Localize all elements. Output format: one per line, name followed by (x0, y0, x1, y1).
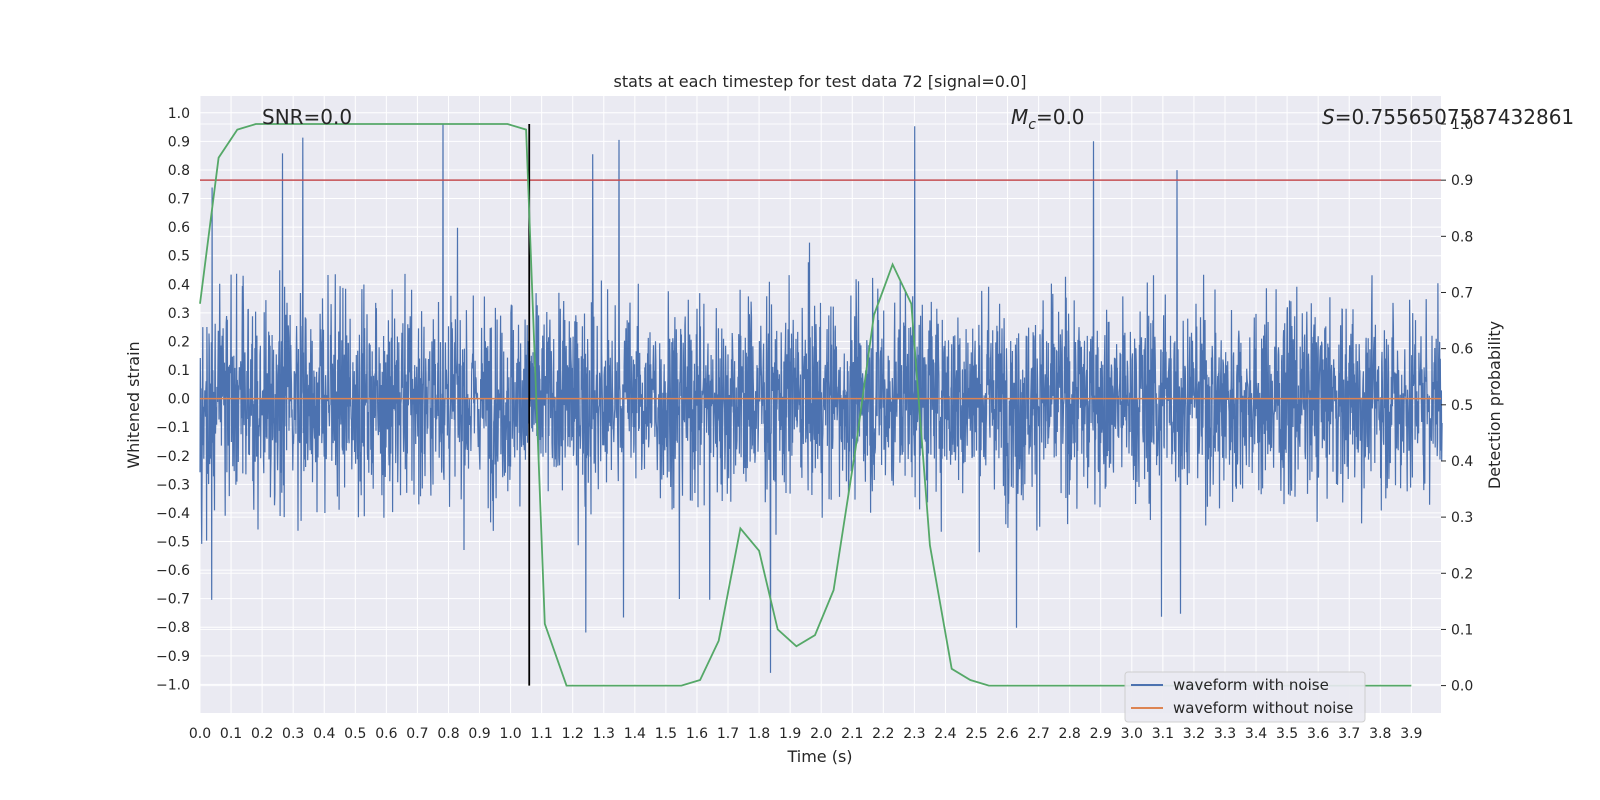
legend-label-clean: waveform without noise (1173, 699, 1353, 717)
x-tick-label: 3.3 (1214, 726, 1236, 742)
x-tick-label: 1.8 (748, 726, 770, 742)
x-tick-label: 3.9 (1400, 726, 1422, 742)
y2-tick-label: 0.4 (1451, 454, 1473, 470)
waveform-with-noise-series (199, 124, 1443, 673)
y2-tick-label: 1.0 (1451, 117, 1473, 133)
x-tick-label: 2.6 (996, 726, 1018, 742)
x-tick-label: 2.5 (965, 726, 987, 742)
waveform-with-noise-line (199, 124, 1443, 673)
legend-label-noise: waveform with noise (1173, 676, 1329, 694)
y-tick-label: −0.4 (156, 506, 190, 522)
x-tick-label: 3.1 (1152, 726, 1174, 742)
y-tick-label: −0.9 (156, 649, 190, 665)
x-tick-label: 3.6 (1307, 726, 1329, 742)
y-tick-label: −1.0 (156, 677, 190, 693)
x-tick-label: 2.9 (1090, 726, 1112, 742)
y-tick-label: 0.0 (168, 392, 190, 408)
x-tick-label: 0.5 (344, 726, 366, 742)
x-tick-label: 1.1 (531, 726, 553, 742)
mc-subscript: c (1028, 117, 1036, 133)
x-tick-label: 3.4 (1245, 726, 1267, 742)
y-tick-label: 1.0 (168, 106, 190, 122)
x-tick-label: 0.9 (468, 726, 490, 742)
x-tick-label: 2.4 (934, 726, 956, 742)
s-annotation: S=0.7556507587432861 (1322, 105, 1574, 129)
mc-symbol: M (1011, 105, 1028, 129)
x-tick-label: 3.2 (1183, 726, 1205, 742)
y2-tick-label: 0.2 (1451, 566, 1473, 582)
x-tick-label: 2.1 (841, 726, 863, 742)
x-tick-label: 2.8 (1059, 726, 1081, 742)
x-tick-label: 1.9 (779, 726, 801, 742)
mc-value: =0.0 (1036, 105, 1085, 129)
x-tick-label: 1.2 (562, 726, 584, 742)
y-axis-label: Whitened strain (124, 341, 143, 468)
y-tick-label: 0.6 (168, 220, 190, 236)
y-tick-label: 0.7 (168, 192, 190, 208)
y-tick-label: 0.3 (168, 306, 190, 322)
y-tick-label: 0.4 (168, 277, 190, 293)
x-tick-label: 0.2 (251, 726, 273, 742)
x-tick-label: 0.6 (375, 726, 397, 742)
x-tick-label: 0.8 (437, 726, 459, 742)
y-tick-label: −0.3 (156, 477, 190, 493)
x-tick-label: 3.5 (1276, 726, 1298, 742)
y2-axis-label: Detection probability (1485, 321, 1504, 489)
x-tick-label: 2.0 (810, 726, 832, 742)
x-tick-label: 3.8 (1369, 726, 1391, 742)
y2-tick-label: 0.7 (1451, 285, 1473, 301)
x-tick-label: 0.4 (313, 726, 335, 742)
y2-tick-label: 0.0 (1451, 679, 1473, 695)
snr-annotation: SNR=0.0 (262, 105, 352, 129)
mc-annotation: Mc=0.0 (1011, 105, 1085, 133)
y-tick-label: −0.5 (156, 535, 190, 551)
y2-tick-label: 0.6 (1451, 342, 1473, 358)
y-tick-label: −0.1 (156, 420, 190, 436)
legend: waveform with noise waveform without noi… (1124, 671, 1366, 723)
x-axis-label: Time (s) (786, 747, 852, 766)
x-tick-label: 1.3 (593, 726, 615, 742)
x-tick-label: 1.7 (717, 726, 739, 742)
x-tick-label: 2.2 (872, 726, 894, 742)
y2-tick-label: 0.9 (1451, 173, 1473, 189)
x-tick-label: 2.7 (1027, 726, 1049, 742)
x-tick-label: 3.7 (1338, 726, 1360, 742)
ticks: 0.0 0.1 0.2 0.3 0.4 0.5 0.6 0.7 0.8 0.9 1.0 1.1 1.2 1… (156, 106, 1473, 742)
y2-tick-label: 0.5 (1451, 398, 1473, 414)
y-tick-label: −0.8 (156, 620, 190, 636)
s-symbol: S (1322, 105, 1335, 129)
y-tick-label: −0.2 (156, 449, 190, 465)
y-tick-label: 0.2 (168, 334, 190, 350)
x-tick-label: 2.3 (903, 726, 925, 742)
y-tick-label: 0.1 (168, 363, 190, 379)
y-tick-label: −0.7 (156, 592, 190, 608)
x-tick-label: 1.5 (655, 726, 677, 742)
x-tick-label: 1.4 (624, 726, 646, 742)
s-value: =0.7556507587432861 (1335, 105, 1574, 129)
legend-box (1124, 671, 1366, 723)
y2-tick-label: 0.8 (1451, 229, 1473, 245)
x-tick-label: 0.1 (220, 726, 242, 742)
x-tick-label: 3.0 (1121, 726, 1143, 742)
x-tick-label: 0.7 (406, 726, 428, 742)
x-tick-label: 1.0 (499, 726, 521, 742)
y-tick-label: 0.9 (168, 134, 190, 150)
y-tick-label: 0.5 (168, 249, 190, 265)
y2-tick-label: 0.3 (1451, 510, 1473, 526)
chart-title: stats at each timestep for test data 72 … (614, 72, 1027, 91)
x-tick-label: 1.6 (686, 726, 708, 742)
y-tick-label: 0.8 (168, 163, 190, 179)
grid (199, 96, 1441, 713)
x-tick-label: 0.3 (282, 726, 304, 742)
x-tick-label: 0.0 (189, 726, 211, 742)
y2-tick-label: 0.1 (1451, 622, 1473, 638)
y-tick-label: −0.6 (156, 563, 190, 579)
